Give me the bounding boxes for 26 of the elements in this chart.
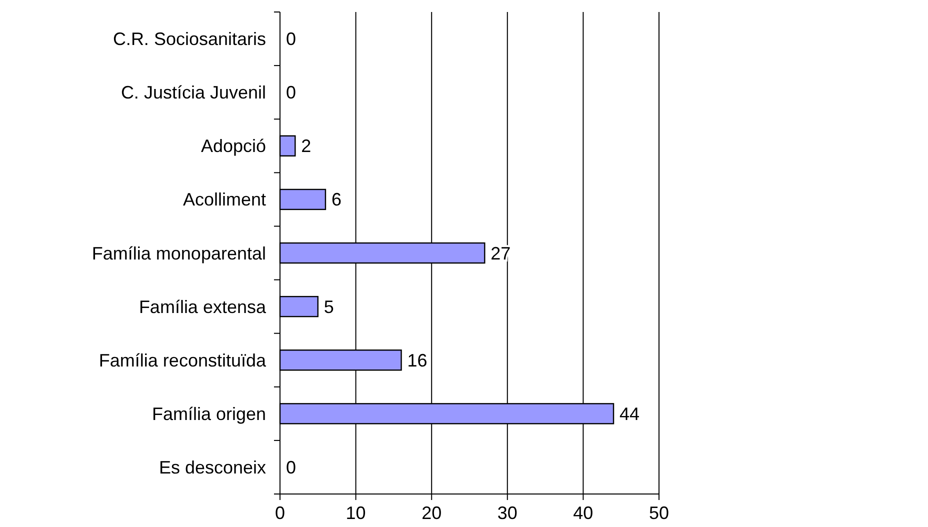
data-label: 44 — [620, 404, 640, 424]
data-label: 0 — [286, 29, 296, 50]
y-tick-label: Adopció — [200, 136, 266, 156]
x-tick-label: 50 — [648, 503, 670, 523]
y-tick-label: Família extensa — [138, 296, 267, 317]
y-tick-label: Es desconeix — [158, 458, 266, 478]
data-label: 0 — [286, 82, 296, 103]
data-label: 5 — [324, 296, 334, 317]
x-tick-label: 30 — [497, 503, 518, 523]
bar — [279, 135, 296, 156]
bar — [279, 188, 326, 210]
data-label: 2 — [301, 136, 312, 156]
y-tick-label: Família monoparental — [92, 243, 266, 264]
x-tick-label: 10 — [346, 503, 366, 523]
x-tick-label: 20 — [422, 503, 442, 523]
y-tick-label: Acolliment — [182, 190, 266, 210]
y-tick-label: Família origen — [152, 404, 266, 424]
x-tick-label: 0 — [274, 503, 286, 523]
y-tick-label: Família reconstituïda — [98, 350, 267, 370]
bar — [279, 296, 318, 318]
data-label: 16 — [407, 350, 428, 370]
x-tick-label: 40 — [573, 503, 594, 523]
y-tick-label: C. Justícia Juvenil — [120, 82, 266, 103]
data-label: 0 — [286, 458, 296, 478]
y-tick-label: C.R. Sociosanitaris — [112, 29, 266, 50]
data-label: 6 — [331, 190, 342, 210]
